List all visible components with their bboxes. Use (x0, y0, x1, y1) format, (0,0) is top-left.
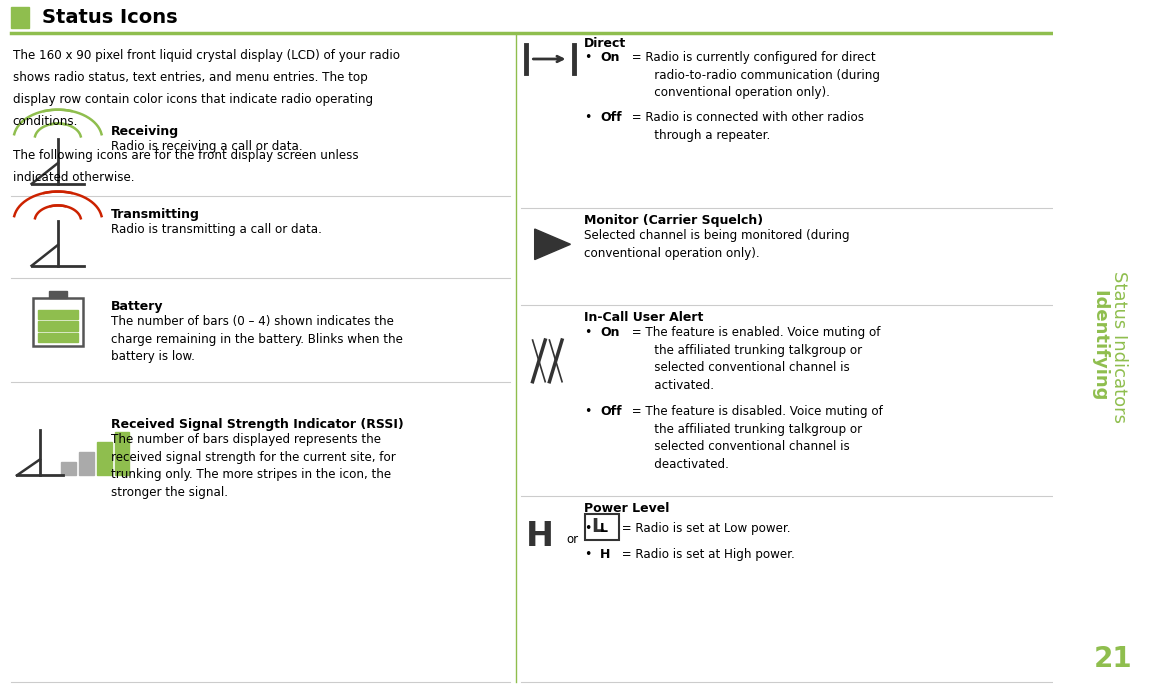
Text: Status Indicators: Status Indicators (1110, 271, 1128, 423)
Text: Received Signal Strength Indicator (RSSI): Received Signal Strength Indicator (RSSI… (110, 418, 404, 431)
Bar (585, 514, 619, 540)
Text: 21: 21 (1094, 645, 1133, 673)
Text: In-Call User Alert: In-Call User Alert (584, 311, 704, 324)
Text: Off: Off (600, 405, 621, 418)
Bar (38, 310, 78, 319)
Text: Off: Off (600, 111, 621, 124)
Text: •: • (584, 326, 592, 339)
Text: indicated otherwise.: indicated otherwise. (13, 171, 134, 184)
Bar (38, 332, 78, 342)
Text: = The feature is disabled. Voice muting of
       the affiliated trunking talkgr: = The feature is disabled. Voice muting … (628, 405, 883, 471)
Text: Power Level: Power Level (584, 502, 670, 515)
Text: Radio is receiving a call or data.: Radio is receiving a call or data. (110, 140, 302, 153)
Text: On: On (600, 51, 620, 65)
Text: The number of bars (0 – 4) shown indicates the
charge remaining in the battery. : The number of bars (0 – 4) shown indicat… (110, 315, 402, 363)
Text: •: • (584, 548, 592, 561)
Bar (60, 462, 76, 475)
Bar (33, 298, 83, 346)
Bar (79, 452, 94, 475)
Text: display row contain color icons that indicate radio operating: display row contain color icons that ind… (13, 93, 373, 106)
Text: shows radio status, text entries, and menu entries. The top: shows radio status, text entries, and me… (13, 71, 368, 84)
Text: Battery: Battery (110, 300, 163, 313)
Text: Radio is transmitting a call or data.: Radio is transmitting a call or data. (110, 223, 321, 237)
Text: = The feature is enabled. Voice muting of
       the affiliated trunking talkgro: = The feature is enabled. Voice muting o… (628, 326, 880, 391)
Text: Status Icons: Status Icons (42, 8, 178, 27)
Text: = Radio is connected with other radios
       through a repeater.: = Radio is connected with other radios t… (628, 111, 864, 142)
Text: On: On (600, 326, 620, 339)
Bar (97, 442, 112, 475)
Text: H: H (600, 548, 611, 561)
Text: The number of bars displayed represents the
received signal strength for the cur: The number of bars displayed represents … (110, 433, 395, 498)
Text: = Radio is currently configured for direct
       radio-to-radio communication (: = Radio is currently configured for dire… (628, 51, 880, 99)
Text: The 160 x 90 pixel front liquid crystal display (LCD) of your radio: The 160 x 90 pixel front liquid crystal … (13, 49, 400, 62)
Text: or: or (566, 533, 578, 546)
Text: Monitor (Carrier Squelch): Monitor (Carrier Squelch) (584, 214, 763, 227)
Text: L: L (600, 522, 608, 535)
Bar (115, 432, 129, 475)
Text: •: • (584, 51, 592, 65)
Bar (38, 321, 78, 330)
Bar (10, 7, 29, 28)
Text: Transmitting: Transmitting (110, 208, 199, 221)
Text: Direct: Direct (584, 37, 627, 51)
Text: Selected channel is being monitored (during
conventional operation only).: Selected channel is being monitored (dur… (584, 229, 850, 260)
Text: = Radio is set at High power.: = Radio is set at High power. (618, 548, 794, 561)
Text: H: H (527, 520, 555, 554)
Text: •: • (584, 522, 592, 535)
Text: •: • (584, 405, 592, 418)
Text: •: • (584, 111, 592, 124)
Text: Receiving: Receiving (110, 125, 179, 138)
Text: L: L (592, 517, 604, 536)
Bar (49, 291, 66, 298)
Polygon shape (535, 229, 571, 260)
Text: Identifying: Identifying (1092, 289, 1110, 405)
Text: conditions.: conditions. (13, 115, 78, 128)
Text: = Radio is set at Low power.: = Radio is set at Low power. (618, 522, 791, 535)
Text: The following icons are for the front display screen unless: The following icons are for the front di… (13, 149, 358, 162)
